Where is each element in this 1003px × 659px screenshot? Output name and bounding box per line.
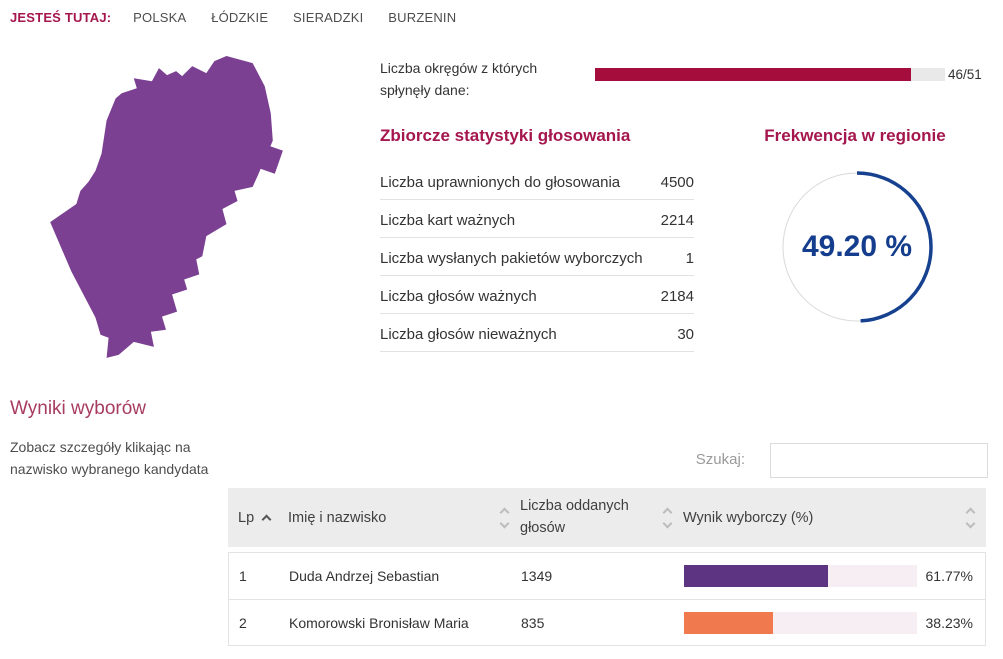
column-header-lp: Lp — [238, 509, 255, 526]
stat-row-valid-cards: Liczba kart ważnych 2214 — [380, 200, 694, 238]
turnout-title: Frekwencja w regionie — [764, 126, 946, 145]
progress-bar-fill — [595, 68, 911, 81]
sort-icon[interactable] — [965, 507, 976, 528]
stat-label: Liczba wysłanych pakietów wyborczych — [380, 250, 643, 267]
results-table: Lp Imię i nazwisko Liczba oddanych głosó… — [228, 488, 986, 646]
search-label: Szukaj: — [695, 451, 745, 468]
stat-row-packets: Liczba wysłanych pakietów wyborczych 1 — [380, 238, 694, 276]
stat-label: Liczba głosów nieważnych — [380, 326, 557, 343]
summary-stats: Zbiorcze statystyki głosowania Liczba up… — [380, 126, 694, 352]
turnout-arc — [781, 171, 933, 323]
results-hint: Zobacz szczegóły klikając na nazwisko wy… — [10, 439, 209, 477]
column-header-votes: Liczba oddanych głosów — [520, 498, 629, 536]
stat-row-valid-votes: Liczba głosów ważnych 2184 — [380, 276, 694, 314]
results-title: Wyniki wyborów — [10, 398, 147, 419]
breadcrumb-item-lodzkie[interactable]: ŁÓDZKIE — [211, 10, 269, 25]
progress-bar — [595, 68, 945, 81]
candidate-row-duda: 1 Duda Andrzej Sebastian 1349 61.77% — [229, 553, 985, 599]
region-map-shape[interactable] — [50, 56, 273, 358]
stat-value: 30 — [677, 326, 694, 343]
result-bar-fill — [684, 565, 828, 587]
candidate-votes: 1349 — [521, 568, 553, 584]
candidate-name-link[interactable]: Duda Andrzej Sebastian — [289, 568, 440, 584]
candidate-lp: 2 — [239, 614, 247, 631]
stat-value: 4500 — [660, 174, 694, 191]
results-table-body: 1 Duda Andrzej Sebastian 1349 61.77% 2 K… — [228, 552, 986, 646]
progress-label: Liczba okręgów z których spłynęły dane: — [380, 60, 538, 99]
breadcrumb-item-sieradzki[interactable]: SIERADZKI — [293, 10, 364, 25]
candidate-lp: 1 — [239, 568, 247, 584]
result-bar — [684, 611, 917, 634]
breadcrumb-item-polska[interactable]: POLSKA — [133, 10, 187, 25]
turnout-value: 49.20 % — [801, 230, 913, 263]
sort-icon[interactable] — [662, 507, 673, 528]
region-map[interactable] — [28, 48, 300, 370]
breadcrumb: JESTEŚ TUTAJ: POLSKA ŁÓDZKIE SIERADZKI B… — [10, 10, 477, 25]
breadcrumb-label: JESTEŚ TUTAJ: — [10, 10, 112, 25]
stat-value: 2214 — [660, 212, 694, 229]
candidate-row-komorowski: 2 Komorowski Bronisław Maria 835 38.23% — [229, 599, 985, 645]
results-table-header: Lp Imię i nazwisko Liczba oddanych głosó… — [228, 488, 986, 547]
stat-value: 1 — [685, 250, 694, 267]
stat-label: Liczba głosów ważnych — [380, 288, 537, 305]
stat-value: 2184 — [660, 288, 694, 305]
sort-asc-icon[interactable] — [261, 514, 272, 524]
result-bar-fill — [684, 611, 774, 634]
breadcrumb-item-burzenin[interactable]: BURZENIN — [388, 10, 457, 25]
candidate-percent: 38.23% — [925, 614, 973, 631]
stat-row-invalid-votes: Liczba głosów nieważnych 30 — [380, 314, 694, 352]
sort-icon[interactable] — [499, 507, 510, 528]
stat-label: Liczba kart ważnych — [380, 212, 516, 229]
stat-row-eligible: Liczba uprawnionych do głosowania 4500 — [380, 162, 694, 200]
turnout-gauge: 49.20 % — [775, 165, 939, 329]
candidate-votes: 835 — [521, 614, 545, 631]
progress-value: 46/51 — [948, 67, 982, 82]
candidate-name-link[interactable]: Komorowski Bronisław Maria — [289, 614, 469, 631]
column-header-result: Wynik wyborczy (%) — [683, 509, 814, 526]
column-header-name: Imię i nazwisko — [288, 509, 387, 526]
result-bar — [684, 565, 917, 587]
turnout-gauge-ring — [781, 171, 933, 323]
stat-label: Liczba uprawnionych do głosowania — [380, 174, 621, 191]
candidate-percent: 61.77% — [925, 568, 973, 584]
region-map-exclave-shape[interactable] — [254, 143, 283, 174]
search-input[interactable] — [770, 443, 988, 478]
stats-title: Zbiorcze statystyki głosowania — [380, 126, 631, 145]
